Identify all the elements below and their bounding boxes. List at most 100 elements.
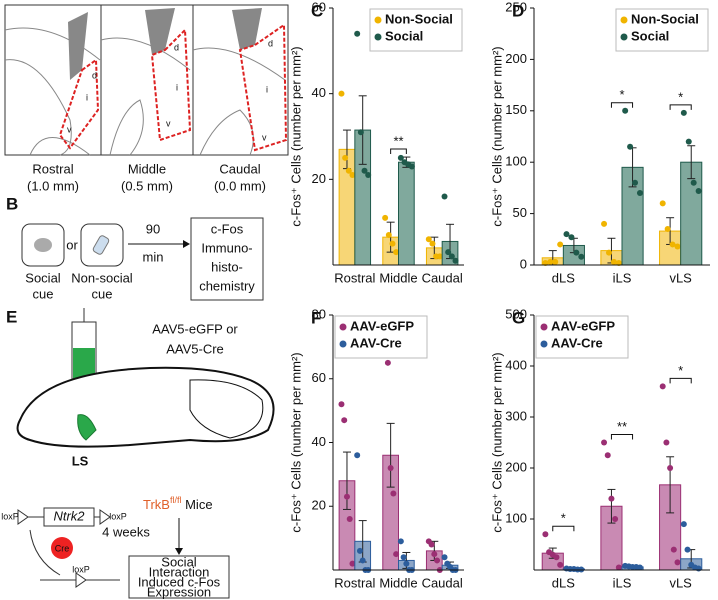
legend-marker: [620, 16, 628, 24]
object-icon: [92, 235, 110, 255]
y-tick-label: 40: [312, 85, 326, 100]
outcome-label: Induced c-Fos: [138, 574, 221, 589]
y-tick-label: 20: [312, 171, 326, 186]
x-tick-label: Rostral: [334, 270, 375, 285]
data-point: [685, 138, 692, 145]
panel-letter: E: [6, 307, 17, 326]
cue-label: Social: [25, 270, 61, 285]
region-label: d: [92, 70, 97, 80]
y-axis-label: c-Fos⁺ Cells (number per mm²): [489, 46, 504, 226]
data-point: [695, 565, 702, 572]
data-point: [615, 564, 622, 571]
data-point: [674, 559, 681, 566]
y-tick-label: 60: [312, 370, 326, 385]
data-point: [632, 179, 639, 186]
mouse-line: TrkBfl/fl Mice: [143, 495, 213, 512]
data-point: [361, 167, 368, 174]
data-point: [425, 236, 432, 243]
section-outline: [100, 37, 191, 156]
cue-label: cue: [92, 286, 113, 301]
legend-label: AAV-Cre: [350, 335, 402, 350]
loxp-site: [99, 509, 111, 525]
y-tick-label: 40: [312, 434, 326, 449]
data-point: [573, 249, 580, 256]
legend-label: Social: [631, 28, 669, 43]
legend-marker: [540, 340, 548, 348]
legend-marker: [374, 16, 382, 24]
outcome-label: chemistry: [199, 278, 255, 293]
legend-label: AAV-Cre: [551, 335, 603, 350]
panel-letter: F: [311, 308, 321, 327]
data-point: [397, 154, 404, 161]
significance-label: *: [619, 87, 624, 102]
legend-frame: [334, 315, 428, 359]
legend-frame: [615, 8, 709, 52]
significance-label: *: [561, 511, 566, 526]
ventricle: [232, 8, 262, 50]
y-tick-label: 60: [312, 0, 326, 14]
data-point: [636, 190, 643, 197]
data-point: [434, 557, 441, 564]
x-tick-label: Caudal: [422, 270, 463, 285]
section-frame: [4, 4, 102, 156]
region-label: LS: [72, 453, 89, 468]
outcome-label: c-Fos: [211, 221, 244, 236]
data-point: [568, 234, 575, 241]
y-tick-label: 50: [513, 205, 527, 220]
data-point: [393, 249, 400, 256]
data-point: [612, 516, 619, 522]
recombination-arrow: [29, 529, 61, 576]
cue-label: Non-social: [71, 270, 133, 285]
cue-label: cue: [33, 286, 54, 301]
data-point: [578, 566, 585, 573]
data-point: [542, 531, 549, 538]
ventricle: [68, 12, 88, 80]
error-bar: [607, 488, 616, 524]
outcome-box: [190, 217, 264, 301]
region-label: v: [67, 124, 72, 134]
data-point: [345, 167, 352, 174]
data-point: [601, 439, 608, 446]
data-point: [605, 249, 612, 256]
section-name: Middle: [128, 161, 166, 176]
y-tick-label: 80: [312, 306, 326, 321]
data-point: [680, 109, 687, 116]
data-point: [338, 90, 345, 97]
x-tick-label: Middle: [379, 575, 417, 590]
y-tick-label: 200: [505, 459, 527, 474]
y-axis-label: c-Fos⁺ Cells (number per mm²): [288, 46, 303, 226]
gene-label: Ntrk2: [53, 508, 85, 523]
outcome-label: Interaction: [149, 564, 210, 579]
region-label: d: [174, 42, 179, 52]
error-bar: [386, 422, 395, 488]
loxp-site: [17, 509, 29, 525]
data-point: [604, 452, 611, 459]
data-point: [393, 551, 400, 558]
outcome-box: [128, 555, 230, 599]
ls-outline: [58, 58, 100, 150]
legend-marker: [540, 323, 548, 331]
x-tick-label: dLS: [552, 270, 575, 285]
data-point: [615, 259, 622, 266]
panel-letter: D: [512, 1, 524, 20]
legend-marker: [620, 33, 628, 41]
x-tick-label: dLS: [552, 575, 575, 590]
legend-marker: [339, 340, 347, 348]
significance-bracket: [390, 148, 407, 155]
significance-bracket: [610, 102, 634, 108]
section-level: (0.0 mm): [214, 178, 266, 193]
arrow-head: [183, 240, 190, 248]
data-point: [553, 554, 560, 561]
panel-letter: G: [512, 308, 525, 327]
y-tick-label: 100: [505, 154, 527, 169]
y-tick-label: 0: [520, 256, 527, 271]
or-label: or: [66, 237, 78, 252]
y-axis-label: c-Fos⁺ Cells (number per mm²): [288, 352, 303, 532]
significance-label: *: [678, 363, 683, 378]
data-point: [601, 220, 608, 227]
data-point: [667, 465, 674, 471]
bar: [398, 161, 415, 266]
mouse-label: Mice: [181, 497, 212, 512]
data-point: [441, 193, 448, 200]
data-point: [557, 561, 564, 568]
